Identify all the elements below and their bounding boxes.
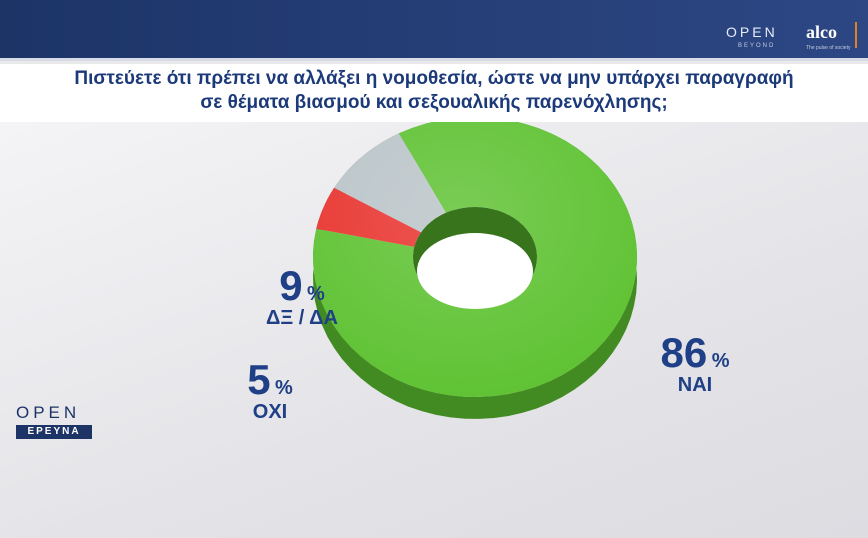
dk-percent-sign: % — [307, 283, 325, 305]
donut-hole — [417, 233, 533, 309]
yes-category-name: ΝΑΙ — [677, 374, 713, 396]
header-bar: OPEN BEYOND alco The pulse of society — [0, 0, 868, 61]
label-dk-da: 9 % ΔΞ / ΔΑ — [262, 262, 342, 330]
dk-percent-value: 9 — [279, 262, 303, 309]
open-ereyna-logo: OPEN ΕΡΕΥΝΑ — [16, 403, 94, 439]
question-line-2: σε θέματα βιασμού και σεξουαλικής παρενό… — [200, 92, 668, 113]
alco-tagline: The pulse of society — [806, 45, 851, 51]
yes-percent-value: 86 — [660, 329, 708, 376]
label-no: 5 % ΟΧΙ — [230, 356, 310, 424]
question-title: Πιστεύετε ότι πρέπει να αλλάξει η νομοθε… — [0, 64, 868, 122]
yes-percent-sign: % — [711, 350, 730, 372]
donut-chart — [313, 122, 637, 419]
question-line-1: Πιστεύετε ότι πρέπει να αλλάξει η νομοθε… — [74, 68, 794, 89]
open-beyond-logo: OPEN — [726, 24, 778, 40]
chart-area: 9 % ΔΞ / ΔΑ 5 % ΟΧΙ 86 % ΝΑΙ OPEN ΕΡΕΥΝΑ — [0, 122, 868, 538]
header-separator — [855, 22, 857, 48]
dk-category-name: ΔΞ / ΔΑ — [266, 307, 338, 329]
ereyna-badge: ΕΡΕΥΝΑ — [16, 425, 92, 439]
alco-logo: alco — [806, 22, 837, 42]
header-stripe — [0, 58, 868, 61]
no-category-name: ΟΧΙ — [252, 401, 288, 423]
open-beyond-subtitle: BEYOND — [738, 43, 776, 49]
no-percent-sign: % — [275, 377, 293, 399]
open-ereyna-logo-text: OPEN — [16, 403, 81, 422]
donut-top-layer — [313, 122, 637, 397]
label-yes: 86 % ΝΑΙ — [640, 329, 750, 397]
no-percent-value: 5 — [247, 356, 271, 403]
